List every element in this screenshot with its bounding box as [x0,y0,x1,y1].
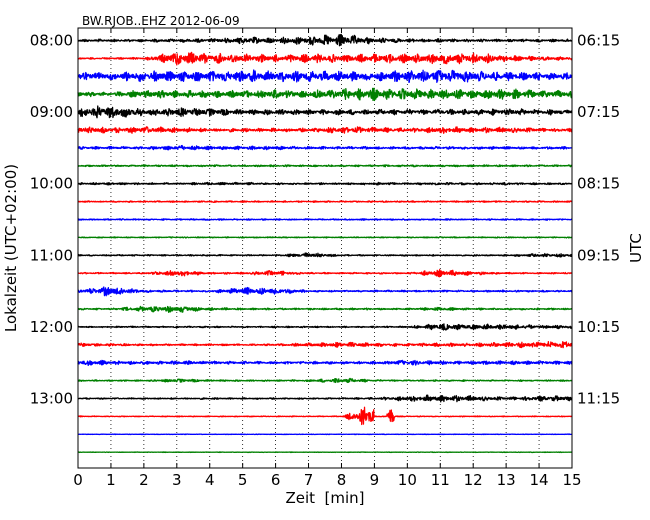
trace-line [77,451,573,454]
trace-line [77,406,573,426]
x-tick-label: 2 [139,471,149,489]
trace-line [77,164,573,168]
trace-line [77,323,573,331]
x-tick-label: 1 [106,471,116,489]
x-axis: 0 1 2 3 4 5 6 7 8 9 10 11 12 13 14 15 [73,28,582,489]
x-tick-label: 7 [304,471,314,489]
y-tick-label-left: 10:00 [30,175,73,193]
trace-line [77,341,573,349]
y-axis-label-right: UTC [627,233,645,263]
plot-frame [77,27,573,469]
y-tick-label-right: 07:15 [577,103,620,121]
trace-line [77,105,573,119]
y-tick-label-left: 13:00 [30,390,73,408]
chart-title: BW.RJOB..EHZ 2012-06-09 [82,14,240,28]
trace-line [77,181,573,186]
y-tick-label-left: 11:00 [30,246,73,264]
x-tick-label: 0 [73,471,83,489]
trace-line [77,286,573,297]
trace-line [77,126,573,134]
y-tick-label-right: 11:15 [577,390,620,408]
trace-line [77,269,573,278]
trace-line [77,305,573,313]
x-tick-label: 9 [370,471,380,489]
x-tick-label: 4 [205,471,215,489]
y-tick-label-right: 06:15 [577,32,620,50]
y-axis-right: 06:15 07:15 08:15 09:15 10:15 11:15 [567,32,620,408]
y-axis-left: 08:00 09:00 10:00 11:00 12:00 13:00 [30,32,83,408]
y-tick-label-right: 09:15 [577,246,620,264]
trace-line [77,144,573,151]
y-axis-label-left: Lokalzeit (UTC+02:00) [2,164,20,332]
x-tick-label: 15 [562,471,581,489]
x-tick-label: 14 [530,471,549,489]
y-tick-label-left: 12:00 [30,318,73,336]
trace-line [77,394,573,403]
trace-line [77,218,573,221]
grid-layer [110,28,540,468]
x-tick-label: 6 [271,471,281,489]
trace-line [77,377,573,384]
y-tick-label-left: 08:00 [30,32,73,50]
trace-line [77,33,573,47]
x-tick-label: 12 [464,471,483,489]
trace-line [77,236,573,239]
y-tick-label-right: 10:15 [577,318,620,336]
trace-line [77,87,573,102]
trace-line [77,433,573,436]
x-tick-label: 8 [337,471,347,489]
x-tick-label: 3 [172,471,182,489]
x-axis-label: Zeit [min] [285,489,364,507]
x-tick-label: 11 [431,471,450,489]
y-tick-label-left: 09:00 [30,103,73,121]
x-tick-label: 5 [238,471,248,489]
trace-layer [77,33,573,454]
trace-line [77,200,573,203]
trace-line [77,69,573,84]
y-tick-label-right: 08:15 [577,175,620,193]
trace-line [77,359,573,367]
trace-line [77,51,573,66]
x-tick-label: 13 [497,471,516,489]
trace-line [77,252,573,258]
x-tick-label: 10 [398,471,417,489]
